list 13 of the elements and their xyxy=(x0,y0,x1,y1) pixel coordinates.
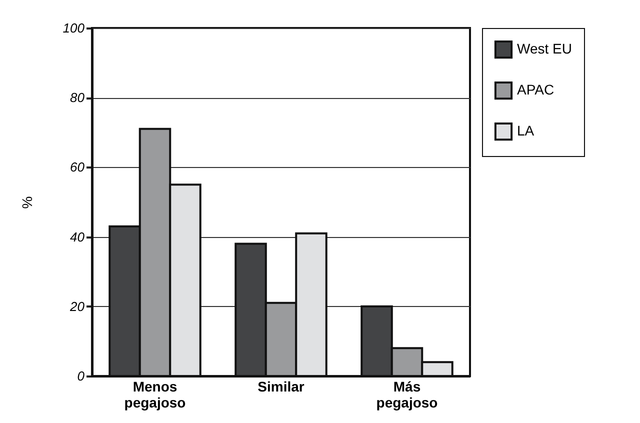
y-axis-title: % xyxy=(18,196,35,209)
y-tick-label: 0 xyxy=(77,368,86,384)
y-tick-label: 60 xyxy=(70,160,86,175)
y-tick-label: 20 xyxy=(69,298,86,314)
legend-label: LA xyxy=(517,122,535,138)
x-tick-label: Similar xyxy=(258,378,305,394)
legend-label: APAC xyxy=(517,82,554,98)
x-tick-label: Más pegajoso xyxy=(376,378,438,410)
y-tick-label: 80 xyxy=(70,90,86,106)
legend-label: West EU xyxy=(517,40,572,56)
y-tick-label: 100 xyxy=(62,20,86,36)
y-tick-label: 40 xyxy=(70,229,86,244)
x-tick-label: Menos pegajoso xyxy=(124,378,186,410)
